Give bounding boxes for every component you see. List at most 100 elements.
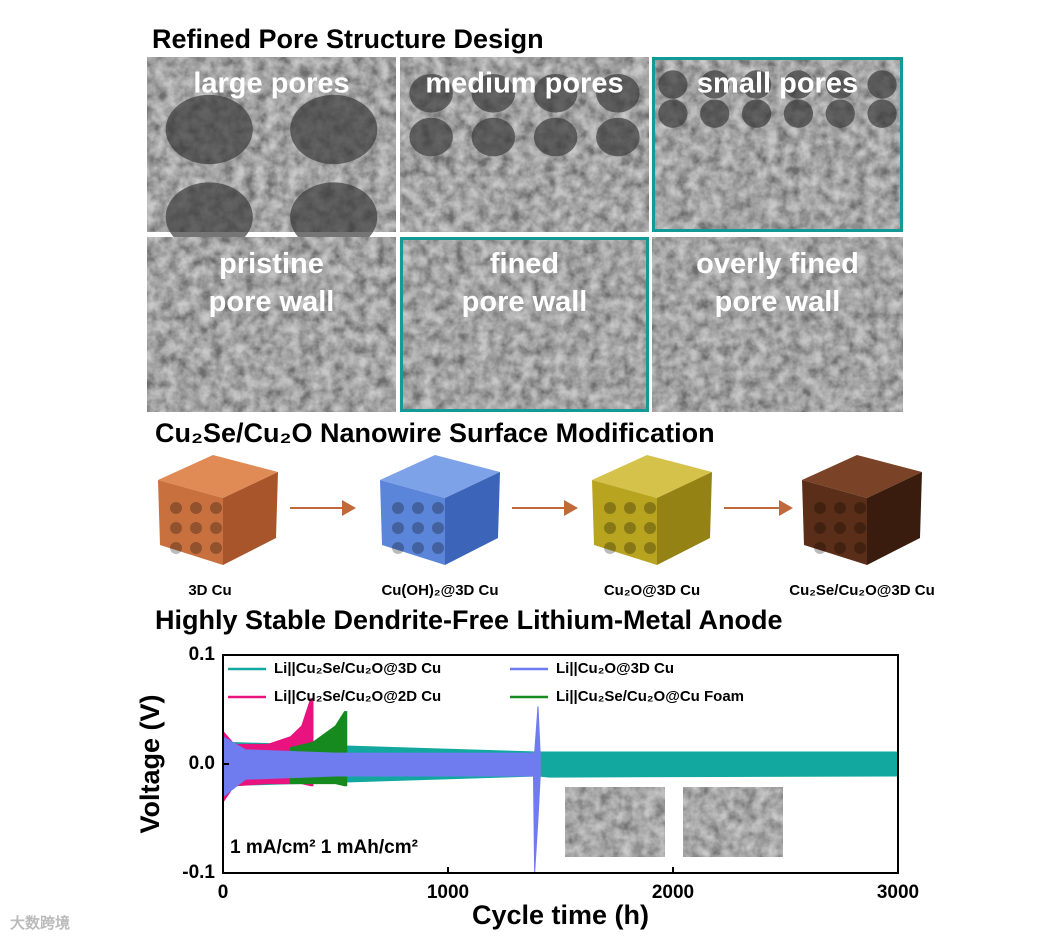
- pore: [290, 94, 378, 165]
- cube-pore: [432, 522, 444, 534]
- cube-pore: [604, 502, 616, 514]
- x-tick-label: 2000: [652, 882, 694, 903]
- pore: [533, 73, 578, 113]
- pore: [658, 70, 688, 99]
- sem-grid: large pores medium pores small pores pristi…: [147, 57, 903, 412]
- pore: [867, 70, 897, 99]
- image-label: small pores: [697, 68, 858, 100]
- pore: [409, 73, 453, 113]
- pore: [867, 99, 897, 128]
- cube-top: [380, 455, 500, 498]
- section-title: Refined Pore Structure Design: [152, 24, 544, 54]
- cube-pore: [392, 502, 404, 514]
- highlight-frame: [400, 237, 649, 412]
- highlight-frame: [652, 57, 903, 232]
- cube-right: [445, 472, 500, 565]
- pore: [471, 73, 516, 113]
- cube-pore: [854, 502, 866, 514]
- cube-left: [158, 480, 223, 565]
- step-label: 3D Cu: [188, 582, 231, 599]
- image-label: medium pores: [425, 68, 623, 100]
- pore: [596, 117, 640, 157]
- pore: [825, 99, 855, 128]
- legend-label: Li||Cu₂Se/Cu₂O@2D Cu: [274, 688, 441, 705]
- arrow: [290, 500, 356, 516]
- cube-top: [158, 455, 278, 498]
- cube-pore: [170, 522, 182, 534]
- cube-pore: [392, 522, 404, 534]
- cube-top: [592, 455, 712, 498]
- legend-label: Li||Cu₂Se/Cu₂O@3D Cu: [274, 660, 441, 677]
- image-label: fined pore wall: [462, 248, 588, 318]
- pore: [471, 117, 516, 157]
- cube-pore: [834, 502, 846, 514]
- arrow: [512, 500, 578, 516]
- cube-pore: [412, 542, 424, 554]
- step-label: Cu(OH)₂@3D Cu: [381, 582, 498, 599]
- cube-right: [223, 472, 278, 565]
- cube-pore: [412, 522, 424, 534]
- cube-pore: [644, 502, 656, 514]
- pore: [741, 70, 772, 99]
- pore: [825, 70, 855, 99]
- pore: [700, 70, 730, 99]
- step-label: Cu₂Se/Cu₂O@3D Cu: [789, 582, 934, 599]
- cube-pore: [604, 522, 616, 534]
- cube-pore: [190, 502, 202, 514]
- section-title: Highly Stable Dendrite-Free Lithium-Meta…: [155, 605, 783, 635]
- cube-pore: [604, 542, 616, 554]
- cube-pore: [412, 502, 424, 514]
- cube-left: [380, 480, 445, 565]
- chart: 0 1000 2000 3000 -0.1 0.0 0.1 Cycle time (h) Vol…: [135, 644, 919, 930]
- pore: [783, 99, 814, 128]
- cube-left: [592, 480, 657, 565]
- x-axis-label: Cycle time (h): [472, 900, 649, 930]
- pore: [658, 99, 688, 128]
- cube-pore: [210, 502, 222, 514]
- x-tick-label: 1000: [427, 882, 469, 903]
- cube-pore: [644, 522, 656, 534]
- pore: [533, 117, 578, 157]
- image-label: overly fined pore wall: [696, 248, 859, 318]
- cube-pore: [170, 542, 182, 554]
- cube-pore: [432, 502, 444, 514]
- sem-image: [400, 237, 649, 412]
- section-title: Cu₂Se/Cu₂O Nanowire Surface Modification: [155, 418, 715, 448]
- cube-left: [802, 480, 867, 565]
- pore: [409, 117, 453, 157]
- pore: [596, 73, 640, 113]
- pore: [165, 182, 253, 252]
- cube-pore: [190, 522, 202, 534]
- schematic: 3D Cu Cu(OH)₂@3D Cu Cu₂O@3D Cu Cu₂Se/Cu₂O@3…: [158, 455, 935, 599]
- sem-image: [147, 237, 396, 412]
- image-label: pristine pore wall: [209, 248, 335, 318]
- annotation: 1 mA/cm² 1 mAh/cm²: [230, 837, 418, 858]
- inset-image: [565, 787, 665, 857]
- pore: [741, 99, 772, 128]
- cube-pore: [210, 522, 222, 534]
- cube-pore: [814, 502, 826, 514]
- pore: [165, 94, 253, 165]
- pore: [700, 99, 730, 128]
- legend-label: Li||Cu₂O@3D Cu: [556, 660, 674, 677]
- cube-pore: [854, 542, 866, 554]
- image-label: large pores: [193, 68, 349, 100]
- sem-image: [652, 57, 903, 232]
- y-tick-label: -0.1: [182, 862, 215, 883]
- cube-pore: [624, 522, 636, 534]
- cube-pore: [834, 542, 846, 554]
- legend-label: Li||Cu₂Se/Cu₂O@Cu Foam: [556, 688, 744, 705]
- cube-pore: [624, 502, 636, 514]
- cube-pore: [814, 542, 826, 554]
- cube-pore: [854, 522, 866, 534]
- cube-pore: [644, 542, 656, 554]
- cube-pore: [210, 542, 222, 554]
- x-tick-label: 0: [218, 882, 229, 903]
- pore: [290, 182, 378, 252]
- sem-image: [652, 237, 903, 412]
- x-tick-label: 3000: [877, 882, 919, 903]
- cube-pore: [814, 522, 826, 534]
- inset-image: [683, 787, 783, 857]
- cube-top: [802, 455, 922, 498]
